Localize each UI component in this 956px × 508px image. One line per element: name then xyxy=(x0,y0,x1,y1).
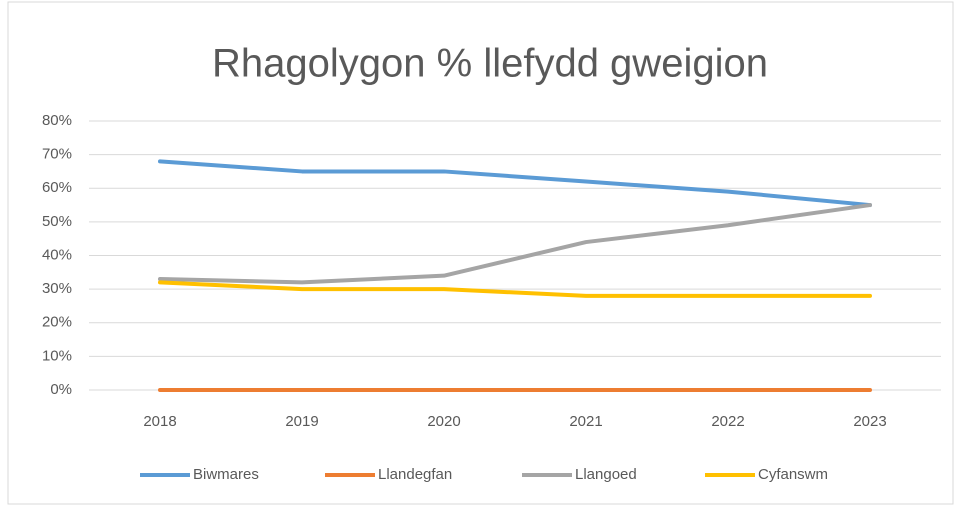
legend-label: Llangoed xyxy=(575,466,637,483)
chart-frame xyxy=(7,1,954,505)
y-tick-label: 30% xyxy=(42,280,72,297)
y-tick-label: 50% xyxy=(42,213,72,230)
y-tick-label: 80% xyxy=(42,112,72,129)
y-tick-label: 0% xyxy=(50,381,72,398)
legend-label: Biwmares xyxy=(193,466,259,483)
y-tick-label: 10% xyxy=(42,347,72,364)
x-tick-label: 2019 xyxy=(285,413,318,430)
x-tick-label: 2022 xyxy=(711,413,744,430)
x-tick-label: 2018 xyxy=(143,413,176,430)
chart-title: Rhagolygon % llefydd gweigion xyxy=(212,42,768,86)
y-tick-label: 20% xyxy=(42,314,72,331)
y-tick-label: 70% xyxy=(42,146,72,163)
x-tick-label: 2021 xyxy=(569,413,602,430)
y-tick-label: 40% xyxy=(42,246,72,263)
x-tick-label: 2020 xyxy=(427,413,460,430)
series-line xyxy=(158,159,872,208)
y-tick-label: 60% xyxy=(42,179,72,196)
legend-label: Llandegfan xyxy=(378,466,452,483)
x-tick-label: 2023 xyxy=(853,413,886,430)
legend-label: Cyfanswm xyxy=(758,466,828,483)
series-line xyxy=(158,280,872,298)
series-line xyxy=(158,203,872,285)
